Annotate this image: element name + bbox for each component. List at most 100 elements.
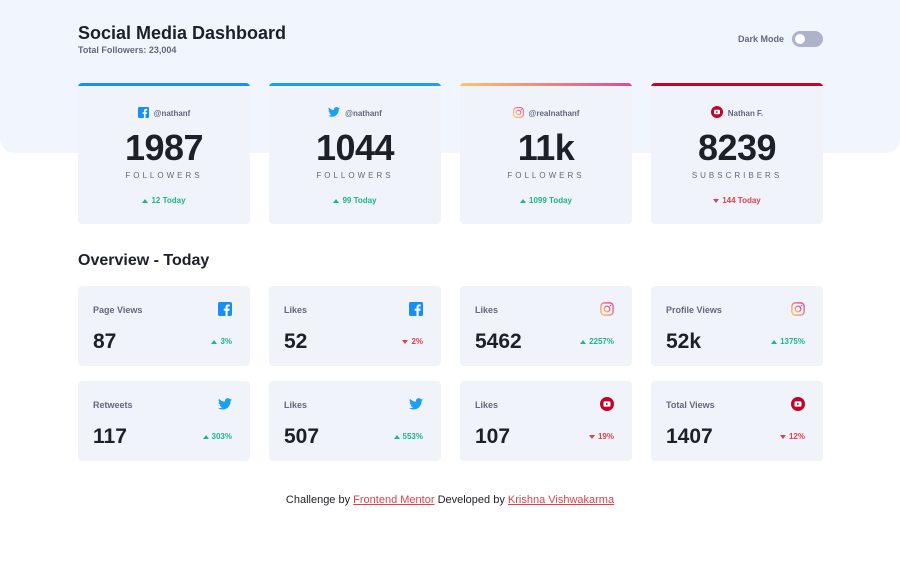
- frontend-mentor-link[interactable]: Frontend Mentor: [353, 494, 435, 506]
- arrow-up-icon: [211, 339, 218, 344]
- card-count: 11k: [517, 127, 575, 168]
- card-accent-bar: [651, 83, 823, 86]
- tile-delta-text: 19%: [597, 432, 614, 441]
- card-delta-text: 1099 Today: [529, 196, 572, 205]
- card-handle-text: Nathan F.: [727, 108, 764, 118]
- tile-label: Likes: [284, 305, 308, 315]
- dark-mode-label: Dark Mode: [737, 34, 784, 44]
- attribution-middle: Developed by: [437, 494, 505, 506]
- card-handle: @nathanf: [78, 106, 250, 120]
- arrow-up-icon: [393, 434, 400, 439]
- total-followers: Total Followers: 23,004: [78, 45, 177, 55]
- arrow-up-icon: [333, 198, 340, 203]
- instagram-icon: [791, 302, 805, 316]
- card-unit: FOLLOWERS: [507, 171, 585, 180]
- page-title: Social Media Dashboard: [78, 23, 287, 43]
- author-link[interactable]: Krishna Vishwakarma: [507, 494, 615, 506]
- tile-delta-text: 3%: [220, 337, 232, 346]
- tile-delta: 303%: [202, 432, 232, 441]
- card-handle-text: @nathanf: [345, 108, 382, 118]
- overview-tile[interactable]: Likes 52 2%: [269, 286, 441, 366]
- arrow-up-icon: [520, 198, 526, 203]
- arrow-down-icon: [402, 339, 409, 344]
- arrow-up-icon: [202, 434, 209, 439]
- card-unit: FOLLOWERS: [316, 171, 394, 180]
- card-handle-text: @realnathanf: [528, 108, 580, 118]
- card-handle: @realnathanf: [460, 106, 632, 120]
- tile-delta: 2%: [402, 337, 423, 346]
- arrow-down-icon: [779, 434, 786, 439]
- tile-delta-text: 2%: [411, 337, 423, 346]
- follower-cards: @nathanf 1987 FOLLOWERS 12 Today @nathan…: [78, 83, 823, 224]
- tile-value: 107: [475, 425, 511, 448]
- tile-label: Likes: [475, 400, 499, 410]
- page-header: Social Media Dashboard Total Followers: …: [78, 22, 823, 62]
- card-delta: 1099 Today: [460, 196, 632, 205]
- toggle-knob: [795, 34, 805, 44]
- arrow-down-icon: [588, 434, 595, 439]
- card-handle: @nathanf: [269, 106, 441, 120]
- attribution: Challenge by Frontend Mentor Developed b…: [0, 494, 900, 506]
- tile-delta: 2257%: [580, 337, 614, 346]
- tile-delta-text: 12%: [788, 432, 805, 441]
- overview-grid: Page Views 87 3% Likes 52 2% Likes 5462 …: [78, 286, 823, 461]
- tile-delta: 553%: [393, 432, 423, 441]
- overview-tile[interactable]: Total Views 1407 12%: [651, 381, 823, 461]
- youtube-icon: [791, 397, 805, 411]
- tile-label: Profile Views: [666, 305, 722, 315]
- overview-tile[interactable]: Profile Views 52k 1375%: [651, 286, 823, 366]
- card-accent-bar: [269, 83, 441, 86]
- card-delta-text: 99 Today: [342, 196, 377, 205]
- tile-value: 117: [93, 425, 127, 448]
- arrow-up-icon: [771, 339, 778, 344]
- card-count: 8239: [697, 127, 777, 168]
- tile-delta: 1375%: [771, 337, 805, 346]
- facebook-icon: [137, 106, 149, 120]
- tile-value: 5462: [475, 330, 522, 353]
- dark-mode-control: Dark Mode: [738, 31, 823, 47]
- card-count: 1987: [124, 127, 204, 168]
- tile-label: Total Views: [666, 400, 715, 410]
- overview-title: Overview - Today: [78, 252, 210, 269]
- dark-mode-toggle[interactable]: [792, 31, 823, 47]
- card-delta-text: 144 Today: [722, 196, 761, 205]
- tile-delta-text: 303%: [211, 432, 232, 441]
- tile-label: Likes: [284, 400, 308, 410]
- overview-tile[interactable]: Likes 107 19%: [460, 381, 632, 461]
- card-delta: 99 Today: [269, 196, 441, 205]
- card-accent-bar: [460, 83, 632, 86]
- tile-value: 507: [284, 425, 320, 448]
- arrow-up-icon: [142, 198, 149, 203]
- card-delta: 144 Today: [651, 196, 823, 205]
- youtube-icon: [710, 106, 723, 120]
- card-youtube[interactable]: Nathan F. 8239 SUBSCRIBERS 144 Today: [651, 83, 823, 224]
- tile-delta-text: 1375%: [780, 337, 805, 346]
- instagram-icon: [512, 106, 524, 120]
- tile-value: 52: [284, 330, 308, 353]
- card-facebook[interactable]: @nathanf 1987 FOLLOWERS 12 Today: [78, 83, 250, 224]
- card-delta: 12 Today: [78, 196, 250, 205]
- card-twitter[interactable]: @nathanf 1044 FOLLOWERS 99 Today: [269, 83, 441, 224]
- tile-value: 52k: [666, 330, 702, 353]
- card-unit: SUBSCRIBERS: [691, 171, 783, 180]
- tile-delta: 3%: [211, 337, 232, 346]
- tile-delta-text: 2257%: [589, 337, 614, 346]
- twitter-icon: [409, 397, 423, 411]
- youtube-icon: [600, 397, 614, 411]
- card-accent-bar: [78, 83, 250, 86]
- tile-delta: 12%: [779, 432, 805, 441]
- overview-tile[interactable]: Page Views 87 3%: [78, 286, 250, 366]
- card-instagram[interactable]: @realnathanf 11k FOLLOWERS 1099 Today: [460, 83, 632, 224]
- card-unit: FOLLOWERS: [125, 171, 203, 180]
- overview-tile[interactable]: Likes 507 553%: [269, 381, 441, 461]
- overview-tile[interactable]: Retweets 117 303%: [78, 381, 250, 461]
- card-delta-text: 12 Today: [151, 196, 186, 205]
- card-count: 1044: [315, 127, 395, 168]
- twitter-icon: [218, 397, 232, 411]
- overview-tile[interactable]: Likes 5462 2257%: [460, 286, 632, 366]
- instagram-icon: [600, 302, 614, 316]
- tile-label: Likes: [475, 305, 499, 315]
- facebook-icon: [218, 302, 232, 316]
- tile-delta-text: 553%: [402, 432, 423, 441]
- tile-delta: 19%: [588, 432, 614, 441]
